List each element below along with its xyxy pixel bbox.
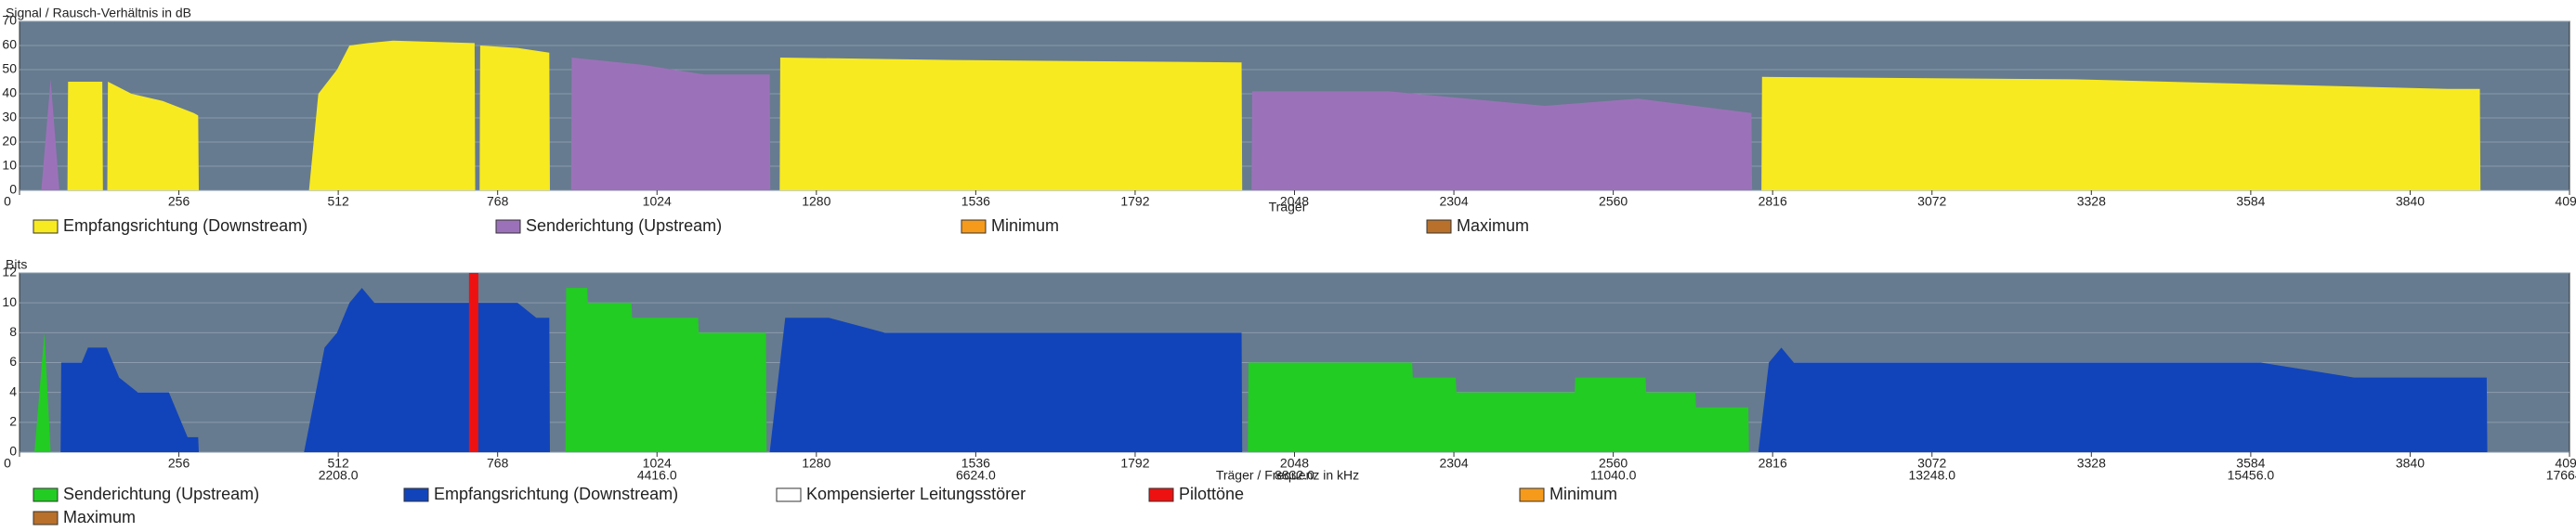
x-tick-label: 1280: [802, 194, 830, 209]
y-tick-label: 50: [2, 61, 17, 76]
x-tick-label: 2304: [1439, 194, 1468, 209]
legend-label: Maximum: [63, 508, 136, 526]
y-tick-label: 10: [2, 294, 17, 309]
y-tick-label: 30: [2, 110, 17, 124]
x-tick-label: 0: [4, 456, 11, 471]
x-tick-label: 3840: [2396, 456, 2425, 471]
freq-tick-label: 17664.0: [2546, 468, 2576, 483]
x-tick-label: 2304: [1439, 456, 1468, 471]
legend-swatch: [33, 219, 59, 234]
freq-tick-label: 13248.0: [1908, 468, 1955, 483]
legend-label: Senderichtung (Upstream): [526, 216, 722, 235]
chart-title: Signal / Rausch-Verhältnis in dB: [6, 6, 191, 20]
x-tick-label: 3840: [2396, 194, 2425, 209]
legend-swatch: [1426, 219, 1452, 234]
x-tick-label: 1536: [961, 456, 990, 471]
x-tick-label: 512: [327, 456, 349, 471]
x-tick-label: 1792: [1120, 456, 1149, 471]
legend-label: Kompensierter Leitungsstörer: [806, 485, 1026, 503]
legend-swatch: [495, 219, 521, 234]
legend-swatch: [1148, 487, 1174, 502]
freq-tick-label: 8832.0: [1275, 468, 1314, 483]
legend-swatch: [776, 487, 802, 502]
y-tick-label: 12: [2, 265, 17, 279]
x-tick-label: 3328: [2077, 456, 2106, 471]
x-tick-label: 3584: [2236, 194, 2265, 209]
x-tick-label: 4096: [2555, 194, 2576, 209]
x-tick-label: 2048: [1280, 456, 1309, 471]
y-tick-label: 4: [9, 383, 17, 398]
x-tick-label: 4096: [2555, 456, 2576, 471]
area-series: [60, 288, 2488, 452]
freq-tick-label: 2208.0: [319, 468, 359, 483]
freq-tick-label: 15456.0: [2228, 468, 2275, 483]
legend-label: Senderichtung (Upstream): [63, 485, 259, 503]
x-axis-label: Träger / Frequenz in kHz: [1216, 468, 1359, 483]
x-tick-label: 1792: [1120, 194, 1149, 209]
x-tick-label: 1024: [643, 456, 672, 471]
freq-tick-label: 4416.0: [637, 468, 677, 483]
legend-swatch: [403, 487, 429, 502]
x-tick-label: 3072: [1917, 456, 1946, 471]
x-tick-label: 1280: [802, 456, 830, 471]
y-tick-label: 70: [2, 13, 17, 28]
y-tick-label: 2: [9, 414, 17, 429]
x-tick-label: 3328: [2077, 194, 2106, 209]
legend-label: Empfangsrichtung (Downstream): [434, 485, 678, 503]
x-tick-label: 512: [327, 194, 349, 209]
x-tick-label: 256: [168, 456, 190, 471]
x-tick-label: 768: [487, 456, 509, 471]
y-tick-label: 60: [2, 37, 17, 52]
y-tick-label: 8: [9, 324, 17, 339]
x-tick-label: 256: [168, 194, 190, 209]
freq-tick-label: 11040.0: [1590, 468, 1637, 483]
legend-label: Minimum: [1550, 485, 1617, 503]
y-tick-label: 10: [2, 158, 17, 173]
y-tick-label: 0: [9, 182, 17, 197]
x-tick-label: 3072: [1917, 194, 1946, 209]
y-tick-label: 40: [2, 85, 17, 100]
legend-label: Empfangsrichtung (Downstream): [63, 216, 307, 235]
x-tick-label: 0: [4, 194, 11, 209]
x-tick-label: 3584: [2236, 456, 2265, 471]
legend-swatch: [33, 487, 59, 502]
x-tick-label: 2816: [1759, 456, 1787, 471]
x-tick-label: 2560: [1599, 194, 1628, 209]
area-series: [34, 288, 1749, 452]
y-tick-label: 20: [2, 134, 17, 149]
area-series: [468, 273, 478, 452]
x-tick-label: 1536: [961, 194, 990, 209]
legend-swatch: [1519, 487, 1545, 502]
x-tick-label: 1024: [643, 194, 672, 209]
legend-swatch: [33, 511, 59, 526]
legend-swatch: [961, 219, 987, 234]
area-series: [41, 58, 1753, 190]
legend-label: Pilottöne: [1179, 485, 1244, 503]
chart-title: Bits: [6, 257, 27, 272]
freq-tick-label: 6624.0: [956, 468, 996, 483]
legend-label: Minimum: [991, 216, 1059, 235]
x-tick-label: 768: [487, 194, 509, 209]
area-series: [67, 40, 2481, 190]
y-tick-label: 0: [9, 444, 17, 459]
x-axis-label: Träger: [1269, 200, 1307, 214]
x-tick-label: 2048: [1280, 194, 1309, 209]
x-tick-label: 2816: [1759, 194, 1787, 209]
legend-label: Maximum: [1457, 216, 1529, 235]
x-tick-label: 2560: [1599, 456, 1628, 471]
y-tick-label: 6: [9, 354, 17, 369]
